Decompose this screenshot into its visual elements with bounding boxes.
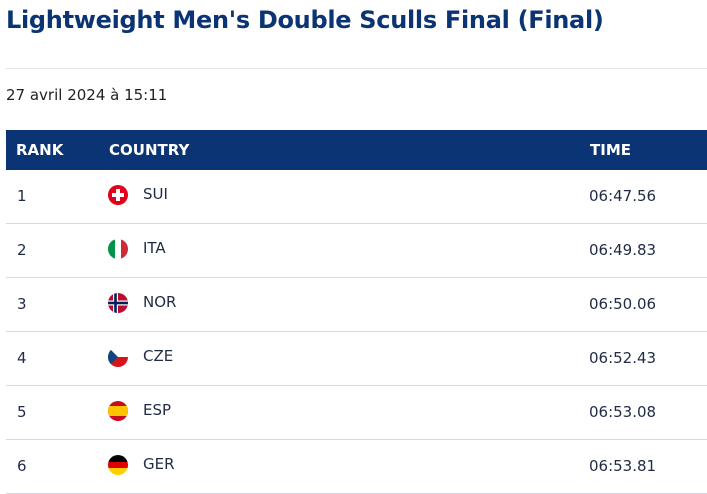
time-cell: 06:50.06 [589,295,657,313]
table-row: 1 SUI 06:47.56 [6,170,707,224]
spain-flag-icon [108,401,128,421]
rank-cell: 1 [17,187,27,205]
race-date: 27 avril 2024 à 15:11 [6,86,168,104]
time-cell: 06:47.56 [589,187,657,205]
rank-cell: 5 [17,403,27,421]
rank-cell: 6 [17,457,27,475]
table-row: 5 ESP 06:53.08 [6,386,707,440]
germany-flag-icon [108,455,128,475]
country-cell: CZE [143,347,174,365]
header-country: COUNTRY [109,141,190,159]
time-cell: 06:53.08 [589,403,657,421]
rank-cell: 2 [17,241,27,259]
country-cell: SUI [143,185,168,203]
table-row: 2 ITA 06:49.83 [6,224,707,278]
time-cell: 06:52.43 [589,349,657,367]
rank-cell: 3 [17,295,27,313]
header-time: TIME [590,141,631,159]
header-rank: RANK [16,141,64,159]
country-cell: NOR [143,293,177,311]
country-cell: ITA [143,239,166,257]
table-header: RANK COUNTRY TIME [6,130,707,170]
rank-cell: 4 [17,349,27,367]
switzerland-flag-icon [108,185,128,205]
italy-flag-icon [108,239,128,259]
page-title: Lightweight Men's Double Sculls Final (F… [6,6,604,34]
country-cell: GER [143,455,175,473]
country-cell: ESP [143,401,172,419]
norway-flag-icon [108,293,128,313]
time-cell: 06:49.83 [589,241,657,259]
table-row: 3 NOR 06:50.06 [6,278,707,332]
czechia-flag-icon [108,347,128,367]
title-divider [6,68,707,69]
table-row: 4 CZE 06:52.43 [6,332,707,386]
results-table: RANK COUNTRY TIME 1 SUI 06:47.56 2 ITA 0… [6,130,707,494]
time-cell: 06:53.81 [589,457,657,475]
